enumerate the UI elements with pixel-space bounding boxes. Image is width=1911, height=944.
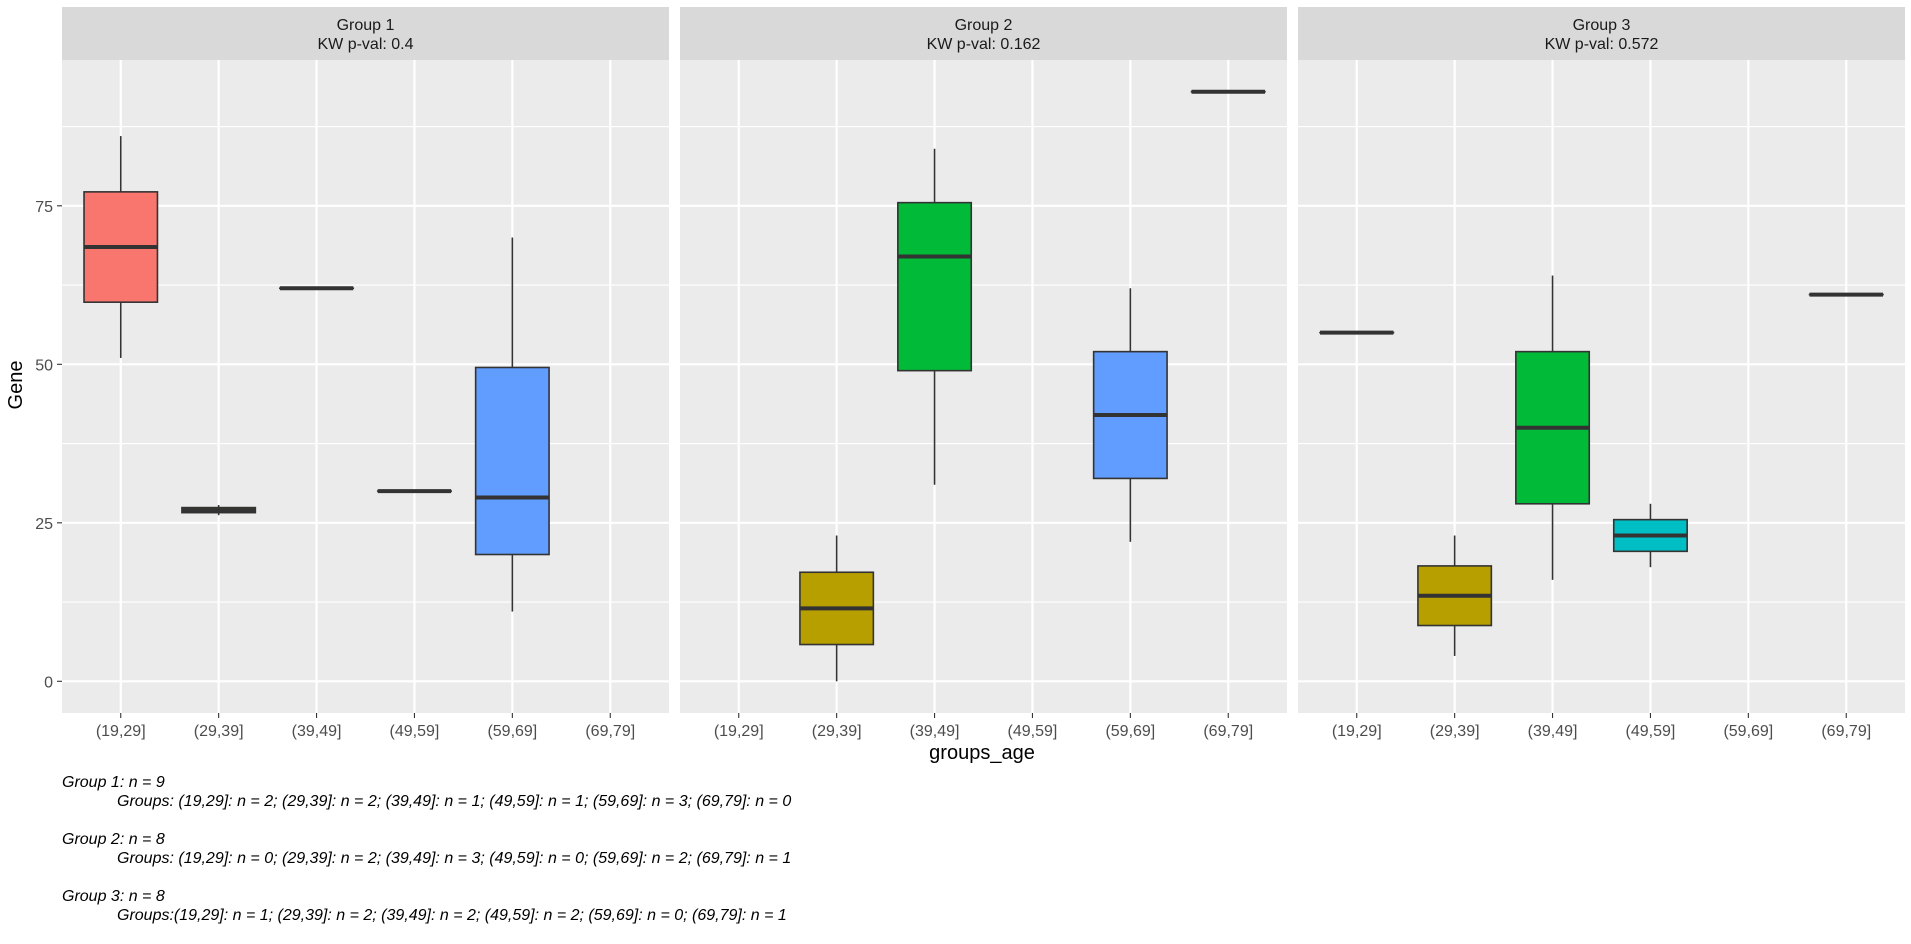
- x-tick-label: (69,79]: [1821, 723, 1871, 740]
- panels-layer: Group 1 KW p-val: 0.4 (19,29] (29,39] (39,49…: [35, 7, 1905, 740]
- panel-strip-subtitle: KW p-val: 0.4: [317, 36, 413, 53]
- caption-group-2-title: Group 2: n = 8: [62, 830, 791, 849]
- x-tick-label: (49,59]: [1008, 723, 1058, 740]
- caption-group-2-detail: Groups: (19,29]: n = 0; (29,39]: n = 2; …: [62, 849, 791, 868]
- caption-group-1: Group 1: n = 9 Groups: (19,29]: n = 2; (…: [62, 773, 791, 811]
- caption-group-3-detail: Groups:(19,29]: n = 1; (29,39]: n = 2; (…: [62, 906, 791, 925]
- x-tick-label: (39,49]: [292, 723, 342, 740]
- x-tick-label: (29,39]: [812, 723, 862, 740]
- x-tick-label: (29,39]: [194, 723, 244, 740]
- x-tick-label: (19,29]: [96, 723, 146, 740]
- x-tick-label: (59,69]: [1105, 723, 1155, 740]
- x-tick-label: (39,49]: [1528, 723, 1578, 740]
- x-tick-label: (29,39]: [1430, 723, 1480, 740]
- panel-strip-title: Group 3: [1573, 17, 1631, 34]
- x-tick-label: (59,69]: [1723, 723, 1773, 740]
- caption-group-1-detail: Groups: (19,29]: n = 2; (29,39]: n = 2; …: [62, 792, 791, 811]
- y-tick-label: 75: [35, 199, 53, 216]
- caption-group-3-title: Group 3: n = 8: [62, 887, 791, 906]
- caption-group-3: Group 3: n = 8 Groups:(19,29]: n = 1; (2…: [62, 887, 791, 925]
- x-tick-label: (19,29]: [1332, 723, 1382, 740]
- y-tick-label: 25: [35, 516, 53, 533]
- x-tick-label: (19,29]: [714, 723, 764, 740]
- panel-background: [1298, 60, 1905, 713]
- caption-group-2: Group 2: n = 8 Groups: (19,29]: n = 0; (…: [62, 830, 791, 868]
- x-tick-label: (49,59]: [390, 723, 440, 740]
- panel-strip-subtitle: KW p-val: 0.162: [927, 36, 1041, 53]
- panel-strip-title: Group 1: [337, 17, 395, 34]
- box-body: [898, 203, 971, 371]
- panel-group-2: Group 2 KW p-val: 0.162 (19,29] (29,39] (39,…: [680, 7, 1287, 740]
- y-axis: 0 25 50 75: [35, 199, 62, 691]
- x-tick-label: (49,59]: [1626, 723, 1676, 740]
- y-axis-title: Gene: [5, 361, 27, 410]
- faceted-boxplot: Group 1 KW p-val: 0.4 (19,29] (29,39] (39,49…: [0, 0, 1911, 770]
- y-tick-label: 0: [44, 674, 53, 691]
- x-tick-label: (69,79]: [585, 723, 635, 740]
- panel-group-1: Group 1 KW p-val: 0.4 (19,29] (29,39] (39,49…: [62, 7, 669, 740]
- box-body: [476, 367, 549, 554]
- x-tick-label: (69,79]: [1203, 723, 1253, 740]
- caption-group-1-title: Group 1: n = 9: [62, 773, 791, 792]
- panel-background: [62, 60, 669, 713]
- y-tick-label: 50: [35, 357, 53, 374]
- panel-background: [680, 60, 1287, 713]
- x-tick-label: (59,69]: [487, 723, 537, 740]
- panel-group-3: Group 3 KW p-val: 0.572 (19,29] (29,39] (39,…: [1298, 7, 1905, 740]
- x-tick-label: (39,49]: [910, 723, 960, 740]
- panel-strip-title: Group 2: [955, 17, 1013, 34]
- sample-size-caption: Group 1: n = 9 Groups: (19,29]: n = 2; (…: [62, 773, 791, 944]
- x-axis-title: groups_age: [929, 742, 1035, 764]
- panel-strip-subtitle: KW p-val: 0.572: [1545, 36, 1659, 53]
